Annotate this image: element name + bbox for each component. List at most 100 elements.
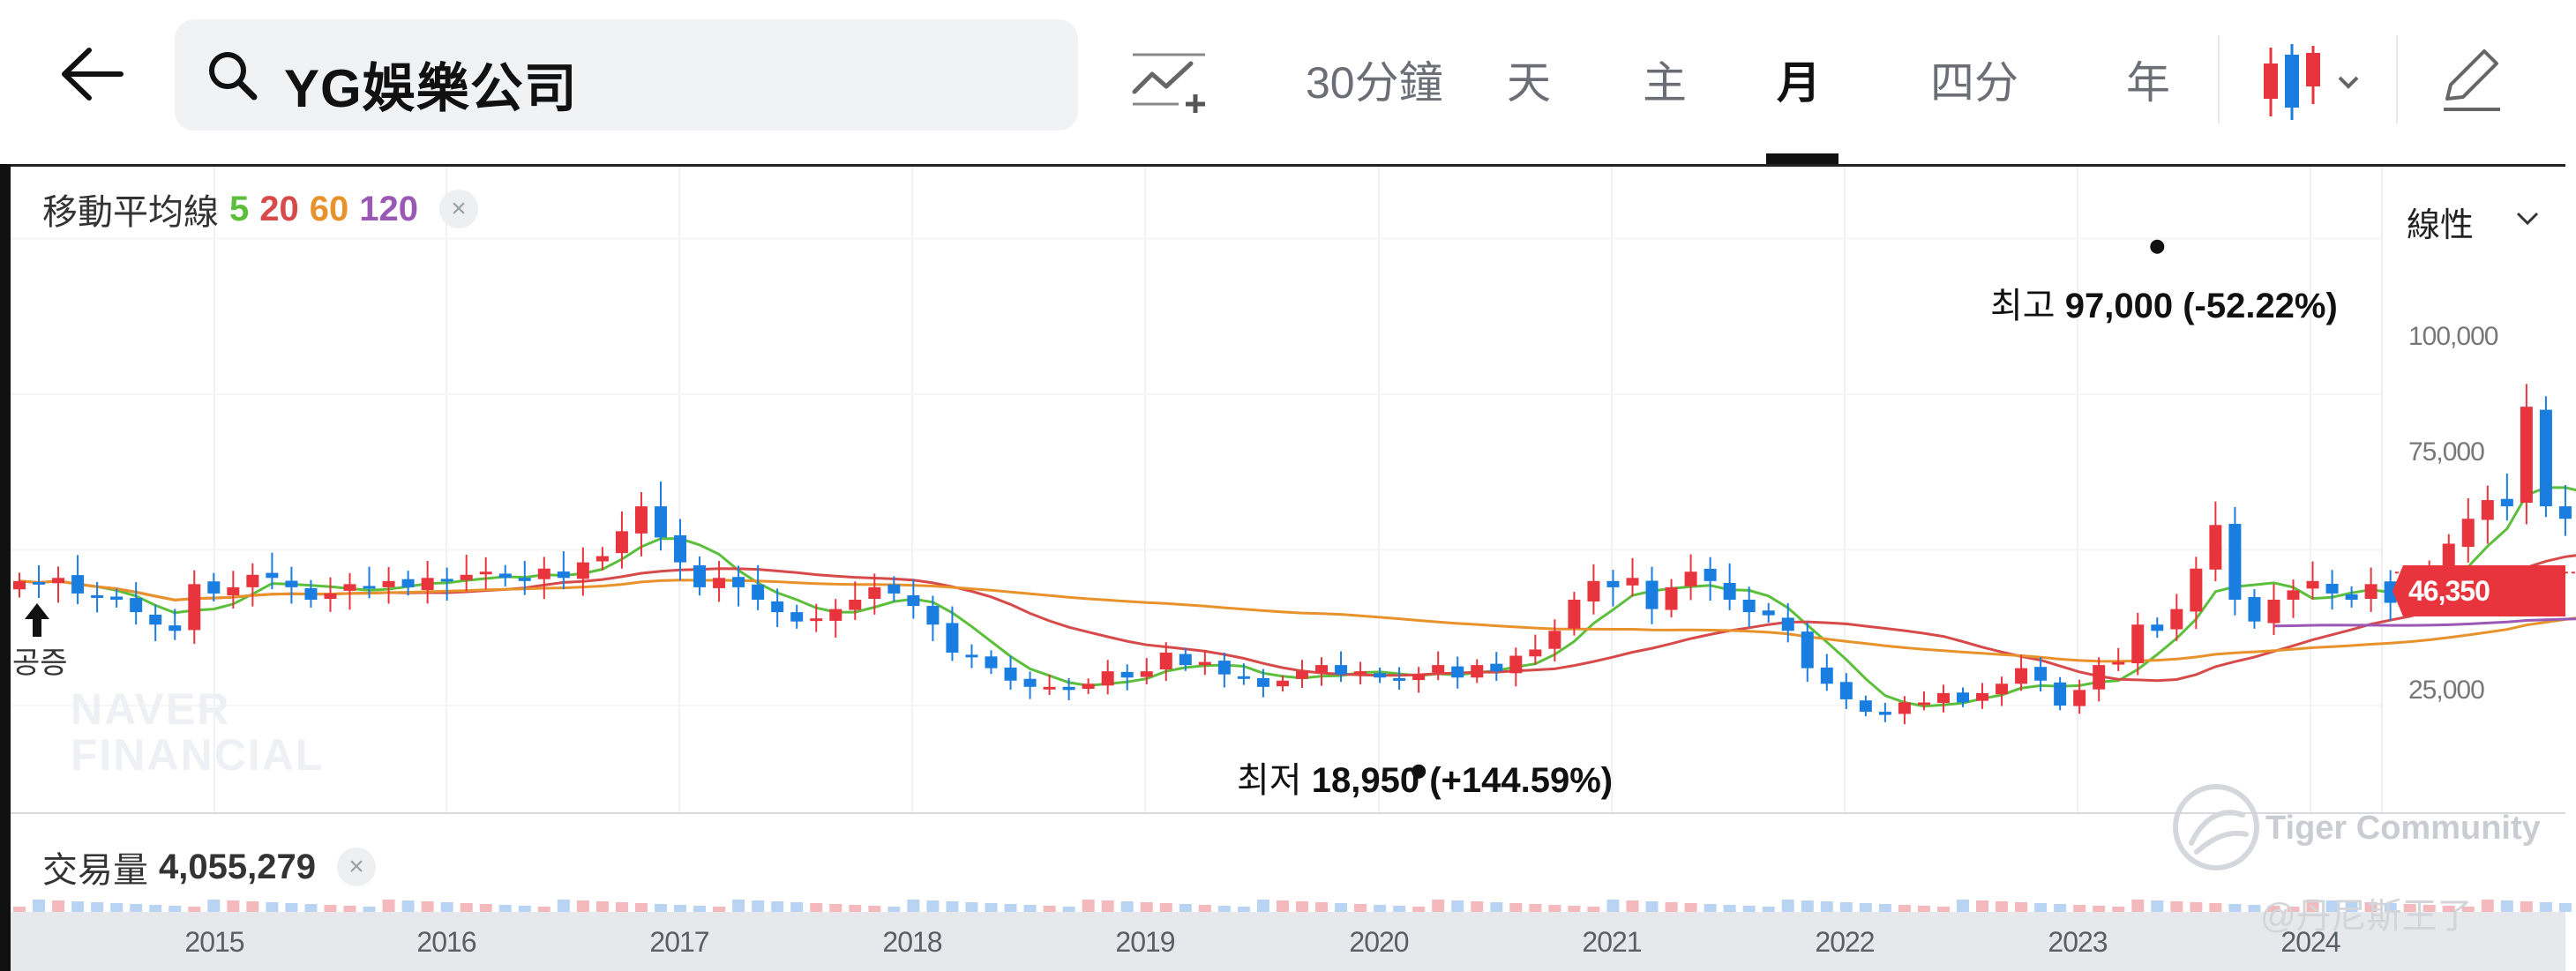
candle-body [1587,580,1600,601]
candle-body [1062,686,1075,691]
volume-bar [1917,906,1930,912]
volume-bar [2190,902,2203,912]
candle-body [810,618,823,622]
candle-body [1996,683,2009,695]
volume-bar [2015,902,2028,912]
tiger-community-logo [2173,784,2259,870]
volume-bar [440,902,453,912]
volume-bar [1256,900,1269,912]
volume-bar [1587,907,1600,912]
volume-bar [1062,907,1075,912]
volume-bar [1645,901,1659,912]
scale-select[interactable]: 線性 [2407,207,2475,244]
candle-body [382,580,395,587]
up-arrow-icon [25,603,49,637]
candle-body [1976,692,1989,701]
volume-bar [907,900,920,912]
volume-bar [1859,903,1872,912]
candle-body [304,587,318,600]
candle-body [1451,666,1464,678]
candlestick-type-icon[interactable] [2258,42,2364,122]
period-year[interactable]: 年 [2126,58,2170,108]
chevron-down-icon[interactable] [2514,210,2541,228]
candle-body [2539,409,2552,507]
x-tick-label: 2015 [184,926,244,958]
x-tick-label: 2024 [2280,926,2340,958]
candle-body [110,596,124,600]
volume-bar [2093,906,2106,912]
volume-bar [1217,906,1231,912]
volume-bar [1781,900,1794,912]
candle-body [732,577,745,587]
candle-body [1101,671,1114,686]
volume-bar [926,900,940,912]
x-tick-label: 2022 [1815,926,1875,958]
volume-bar [2287,907,2300,912]
add-indicator-icon[interactable] [1129,42,1209,113]
candle-body [1295,671,1308,679]
volume-bar [207,900,221,912]
volume-bar [2364,902,2378,912]
candle-body [1043,686,1056,690]
candle-body [1256,677,1269,687]
candle-body [634,506,648,534]
volume-bar [343,906,356,912]
candle-body [1471,665,1484,678]
volume-bar [1120,901,1134,912]
candle-body [1412,674,1426,681]
period-month[interactable]: 月 [1777,58,1821,108]
volume-bar [868,906,881,912]
candle-body [324,593,337,600]
period-30min[interactable]: 30分鐘 [1306,58,1443,108]
candle-body [1568,600,1581,629]
low-label: 최저 18,950 (+144.59%) [1237,751,1613,803]
volume-bar [1762,907,1775,912]
x-tick-label: 2023 [2048,926,2108,958]
candle-body [1082,683,1095,690]
candle-body [2500,498,2513,507]
volume-bar [324,905,337,912]
candle-body [285,580,298,587]
close-ma-legend-icon[interactable]: × [439,190,478,228]
high-dot [2150,239,2165,254]
ma20-label: 20 [259,189,299,228]
candle-body [965,654,978,658]
volume-bar [576,900,589,912]
ma120-label: 120 [359,189,418,228]
candle-body [2054,682,2067,706]
x-tick-label: 2017 [649,926,709,958]
candle-body [829,609,842,621]
close-volume-legend-icon[interactable]: × [336,848,376,886]
volume-bar [1471,901,1484,912]
volume-bar [1082,900,1095,912]
volume-bar [1957,900,1969,912]
period-day[interactable]: 天 [1507,58,1551,108]
pencil-icon[interactable] [2437,44,2507,115]
period-quarter[interactable]: 四分 [1930,58,2018,108]
search-box[interactable]: YG娛樂公司 [175,19,1078,131]
volume-bar [1548,905,1561,912]
ma-legend-label: 移動平均線 [42,193,219,232]
volume-bar [985,903,998,912]
volume-bar [2306,900,2319,912]
volume-bar [1412,907,1426,912]
volume-bar [13,907,26,912]
candle-body [2228,524,2242,600]
candle-body [1374,673,1387,678]
period-week[interactable]: 主 [1643,58,1687,108]
candle-body [2073,690,2086,706]
candle-body [2151,624,2164,631]
candle-body [2015,668,2028,684]
back-arrow-icon[interactable] [51,39,131,109]
candle-body [71,575,85,594]
volume-bars [13,900,2572,912]
volume-bar [2345,901,2358,912]
volume-bar [1354,904,1367,912]
volume-bar [2034,903,2048,912]
volume-bar [71,901,85,912]
x-axis-bar [11,912,2565,971]
grid [11,167,2383,812]
volume-bar [130,904,143,912]
candle-body [2558,506,2572,519]
candle-body [2325,584,2339,594]
